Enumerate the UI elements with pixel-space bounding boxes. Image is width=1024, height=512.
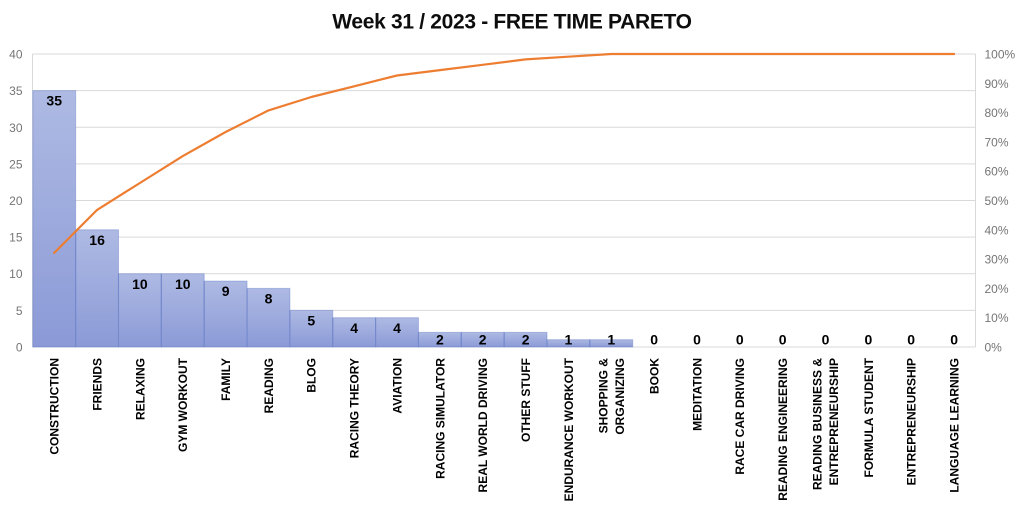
svg-text:80%: 80% [985, 106, 1009, 120]
svg-text:FORMULA STUDENT: FORMULA STUDENT [862, 357, 876, 477]
svg-text:30%: 30% [985, 253, 1009, 267]
svg-text:0: 0 [822, 332, 830, 348]
svg-text:READING ENGINEERING: READING ENGINEERING [776, 358, 790, 501]
svg-text:FAMILY: FAMILY [219, 358, 233, 401]
svg-text:Week 31 / 2023 - FREE TIME PAR: Week 31 / 2023 - FREE TIME PARETO [332, 10, 691, 33]
svg-text:REAL WORLD DRIVING: REAL WORLD DRIVING [476, 358, 490, 492]
svg-text:2: 2 [479, 332, 487, 348]
svg-text:RACING SIMULATOR: RACING SIMULATOR [433, 358, 447, 479]
svg-text:0%: 0% [985, 341, 1003, 355]
svg-text:0: 0 [865, 332, 873, 348]
svg-text:READING: READING [262, 358, 276, 413]
svg-text:50%: 50% [985, 194, 1009, 208]
svg-text:SHOPPING &: SHOPPING & [596, 358, 610, 434]
svg-text:ENDURANCE WORKOUT: ENDURANCE WORKOUT [562, 357, 576, 501]
svg-text:2: 2 [436, 332, 444, 348]
svg-text:4: 4 [350, 320, 358, 336]
svg-text:20%: 20% [985, 282, 1009, 296]
svg-text:MEDITATION: MEDITATION [690, 358, 704, 431]
svg-text:40: 40 [9, 48, 23, 62]
svg-text:35: 35 [9, 84, 23, 98]
svg-text:BLOG: BLOG [305, 358, 319, 393]
svg-text:GYM WORKOUT: GYM WORKOUT [176, 357, 190, 452]
svg-text:10: 10 [132, 276, 148, 292]
svg-text:60%: 60% [985, 165, 1009, 179]
svg-text:2: 2 [522, 332, 530, 348]
svg-text:10: 10 [9, 267, 23, 281]
svg-text:8: 8 [265, 291, 273, 307]
svg-text:ORGANIZING: ORGANIZING [613, 358, 627, 435]
svg-text:RELAXING: RELAXING [133, 358, 147, 420]
svg-text:40%: 40% [985, 223, 1009, 237]
svg-text:16: 16 [89, 232, 105, 248]
svg-text:70%: 70% [985, 135, 1009, 149]
svg-text:0: 0 [16, 341, 23, 355]
svg-text:READING BUSINESS &: READING BUSINESS & [811, 358, 825, 490]
svg-text:CONSTRUCTION: CONSTRUCTION [48, 358, 62, 455]
svg-text:10%: 10% [985, 311, 1009, 325]
svg-text:0: 0 [736, 332, 744, 348]
svg-text:RACE CAR DRIVING: RACE CAR DRIVING [733, 358, 747, 475]
svg-text:90%: 90% [985, 77, 1009, 91]
svg-text:0: 0 [693, 332, 701, 348]
svg-text:AVIATION: AVIATION [390, 358, 404, 414]
svg-text:0: 0 [907, 332, 915, 348]
svg-text:0: 0 [779, 332, 787, 348]
svg-text:0: 0 [650, 332, 658, 348]
svg-text:100%: 100% [985, 48, 1016, 62]
svg-text:10: 10 [175, 276, 191, 292]
svg-text:BOOK: BOOK [648, 358, 662, 394]
svg-text:1: 1 [607, 332, 615, 348]
svg-text:35: 35 [46, 93, 62, 109]
svg-text:1: 1 [565, 332, 573, 348]
svg-text:4: 4 [393, 320, 401, 336]
svg-text:ENTREPRENEURSHIP: ENTREPRENEURSHIP [905, 358, 919, 485]
svg-text:LANGUAGE LEARNING: LANGUAGE LEARNING [948, 358, 962, 493]
svg-text:5: 5 [16, 304, 23, 318]
svg-text:20: 20 [9, 194, 23, 208]
svg-text:5: 5 [307, 313, 315, 329]
svg-text:25: 25 [9, 157, 23, 171]
svg-text:9: 9 [222, 283, 230, 299]
svg-text:FRIENDS: FRIENDS [91, 358, 105, 411]
svg-text:15: 15 [9, 231, 23, 245]
svg-text:30: 30 [9, 121, 23, 135]
svg-text:ENTREPRENEURSHIP: ENTREPRENEURSHIP [827, 358, 841, 485]
svg-text:0: 0 [950, 332, 958, 348]
svg-text:RACING THEORY: RACING THEORY [348, 358, 362, 458]
svg-text:OTHER STUFF: OTHER STUFF [519, 358, 533, 442]
